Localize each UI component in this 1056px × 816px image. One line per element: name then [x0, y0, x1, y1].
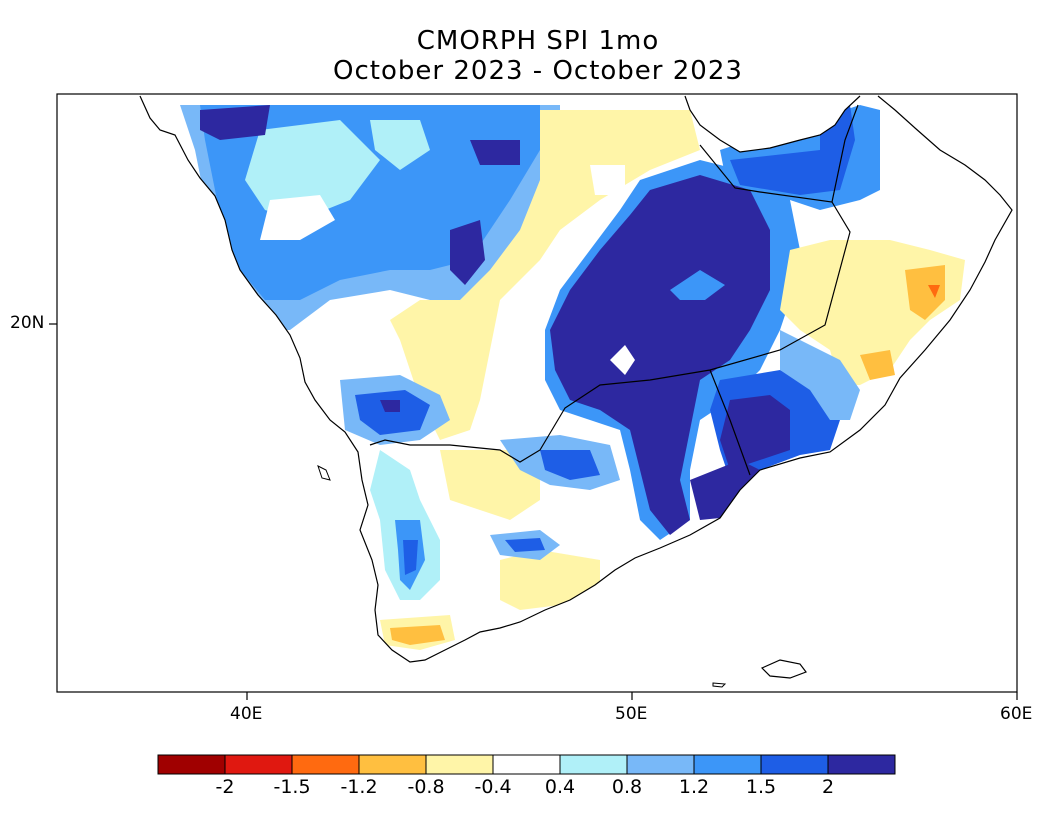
colorbar-label-4: -0.4	[474, 776, 512, 798]
plot-frame	[56, 93, 1018, 693]
y-tick-20n: 20N	[10, 313, 45, 333]
heatmap-layer	[139, 95, 1013, 688]
colorbar-swatch-7	[626, 754, 695, 775]
map-subtitle: October 2023 - October 2023	[333, 56, 743, 86]
colorbar-swatch-2	[291, 754, 360, 775]
colorbar-label-8: 1.5	[745, 776, 777, 798]
colorbar	[157, 754, 896, 775]
colorbar-swatch-5	[492, 754, 561, 775]
colorbar-label-9: 2	[821, 776, 835, 798]
colorbar-label-5: 0.4	[544, 776, 576, 798]
colorbar-swatch-4	[425, 754, 494, 775]
colorbar-swatch-9	[760, 754, 829, 775]
x-tick-40e: 40E	[230, 704, 263, 724]
x-tick-60e: 60E	[1000, 704, 1033, 724]
colorbar-label-1: -1.5	[273, 776, 311, 798]
colorbar-swatch-0	[157, 754, 226, 775]
colorbar-label-6: 0.8	[611, 776, 643, 798]
colorbar-swatch-3	[358, 754, 427, 775]
x-tick-50e: 50E	[615, 704, 648, 724]
colorbar-swatch-10	[827, 754, 896, 775]
colorbar-label-3: -0.8	[407, 776, 445, 798]
colorbar-swatch-8	[693, 754, 762, 775]
colorbar-label-0: -2	[215, 776, 235, 798]
colorbar-swatch-6	[559, 754, 628, 775]
colorbar-swatch-1	[224, 754, 293, 775]
map-title: CMORPH SPI 1mo	[416, 26, 660, 56]
colorbar-label-2: -1.2	[340, 776, 378, 798]
colorbar-label-7: 1.2	[678, 776, 710, 798]
